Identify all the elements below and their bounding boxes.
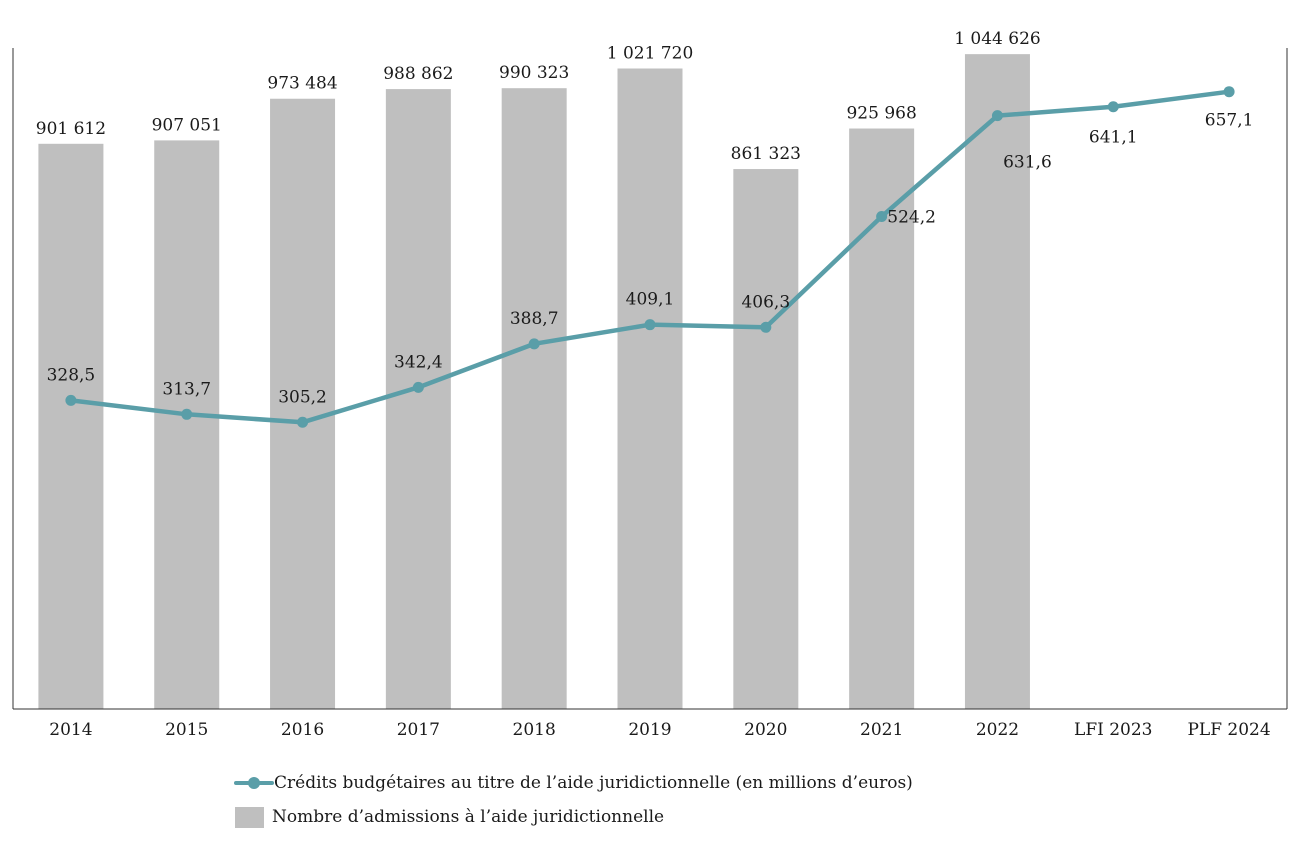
x-tick-label: 2017 <box>397 720 440 740</box>
line-value-label: 388,7 <box>510 309 559 329</box>
bar-2018 <box>501 88 567 709</box>
bar-value-label: 925 968 <box>846 104 916 124</box>
line-point-PLF 2024 <box>1223 86 1235 98</box>
line-point-2014 <box>65 394 77 406</box>
line-value-label: 524,2 <box>887 208 936 228</box>
bar-value-label: 990 323 <box>499 63 569 83</box>
legend: Crédits budgétaires au titre de l’aide j… <box>234 766 913 834</box>
bar-2019 <box>617 68 683 710</box>
legend-line-label: Crédits budgétaires au titre de l’aide j… <box>274 773 913 793</box>
line-value-label: 409,1 <box>626 290 675 310</box>
x-tick-label: 2019 <box>628 720 671 740</box>
bar-value-label: 907 051 <box>152 115 222 135</box>
line-point-2021 <box>876 211 888 223</box>
x-tick-label: 2014 <box>49 720 92 740</box>
line-point-2017 <box>412 381 424 393</box>
x-tick-label: 2018 <box>513 720 556 740</box>
line-swatch-icon <box>234 772 274 794</box>
legend-item-line: Crédits budgétaires au titre de l’aide j… <box>234 766 913 800</box>
line-point-2016 <box>297 416 309 428</box>
x-tick-label: PLF 2024 <box>1187 720 1270 740</box>
bar-value-label: 973 484 <box>267 74 337 94</box>
line-value-label: 641,1 <box>1089 128 1138 148</box>
x-tick-label: 2021 <box>860 720 903 740</box>
x-tick-label: 2022 <box>976 720 1019 740</box>
bar-value-label: 1 021 720 <box>607 44 694 64</box>
x-tick-label: 2015 <box>165 720 208 740</box>
line-value-label: 342,4 <box>394 352 443 372</box>
line-point-2015 <box>181 408 193 420</box>
bar-swatch-icon <box>235 806 264 828</box>
bar-2015 <box>154 140 220 710</box>
bar-2021 <box>849 128 915 709</box>
bar-series <box>38 54 1030 710</box>
line-point-2022 <box>991 110 1003 122</box>
line-value-label: 657,1 <box>1205 111 1254 131</box>
bar-2014 <box>38 143 104 710</box>
bar-2022 <box>964 54 1030 710</box>
line-value-label: 305,2 <box>278 387 327 407</box>
bar-value-label: 1 044 626 <box>954 29 1041 49</box>
line-series <box>65 86 1235 428</box>
line-value-label: 328,5 <box>47 365 96 385</box>
x-tick-label: LFI 2023 <box>1074 720 1152 740</box>
line-point-LFI 2023 <box>1107 101 1119 113</box>
line-point-2020 <box>760 321 772 333</box>
axes: 2014 2015 2016 2017 2018 2019 2020 2021 2022 LFI … <box>12 48 1288 740</box>
chart: 2014 2015 2016 2017 2018 2019 2020 2021 2022 LFI … <box>12 29 1288 740</box>
bar-2017 <box>385 89 451 710</box>
bar-value-label: 988 862 <box>383 64 453 84</box>
line-point-2019 <box>644 319 656 331</box>
bar-2016 <box>270 98 336 709</box>
legend-item-bar: Nombre d’admissions à l’aide juridiction… <box>234 800 913 834</box>
line-value-label: 631,6 <box>1003 153 1052 173</box>
line-value-label: 313,7 <box>162 379 211 399</box>
x-tick-label: 2016 <box>281 720 324 740</box>
bar-2020 <box>733 169 799 710</box>
line-value-label: 406,3 <box>741 292 790 312</box>
line-point-2018 <box>528 338 540 350</box>
bar-value-label: 901 612 <box>36 119 106 139</box>
bar-value-label: 861 323 <box>731 144 801 164</box>
data-labels: 901 612 907 051 973 484 988 862 990 323 1 021… <box>36 29 1254 407</box>
x-tick-label: 2020 <box>744 720 787 740</box>
legend-bar-label: Nombre d’admissions à l’aide juridiction… <box>272 807 665 827</box>
